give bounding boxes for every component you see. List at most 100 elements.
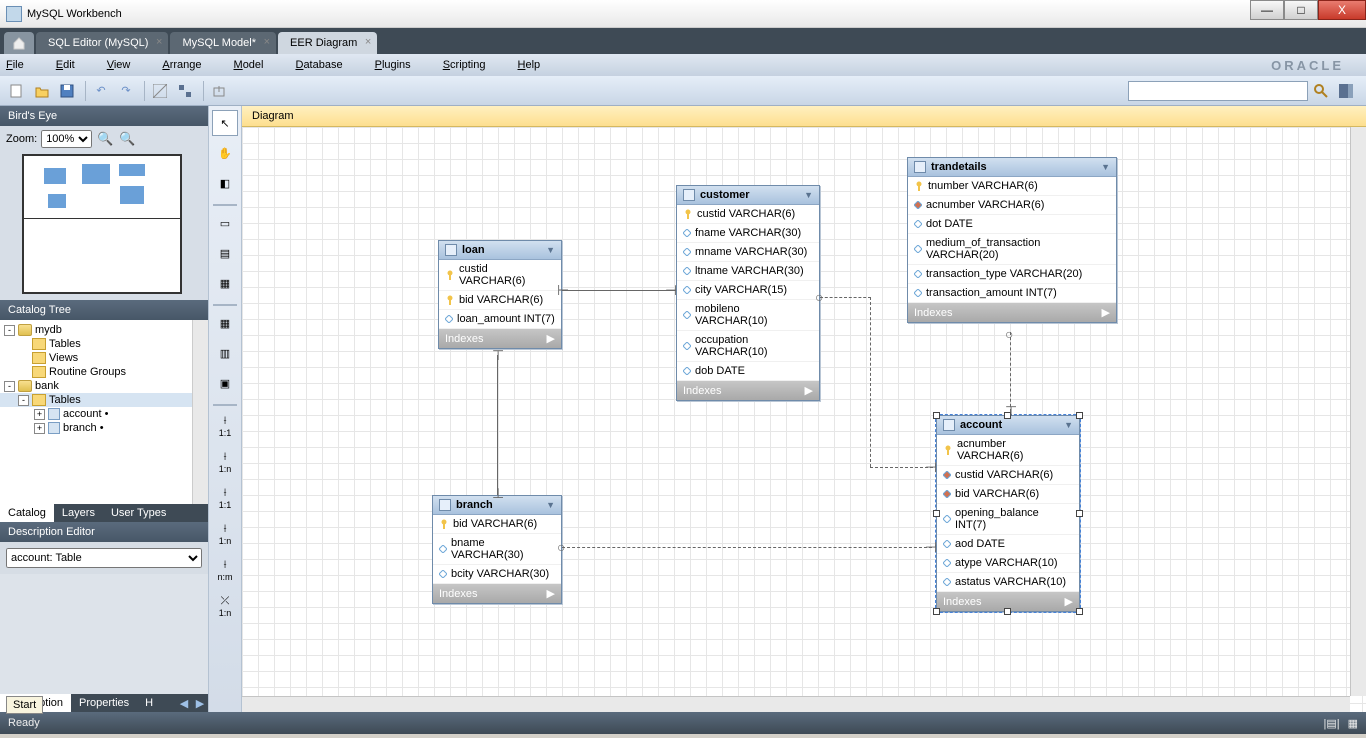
tool-note[interactable]: ▤ — [212, 240, 238, 266]
column[interactable]: atype VARCHAR(10) — [937, 554, 1079, 573]
align-icon[interactable] — [174, 80, 196, 102]
tree-item[interactable]: Routine Groups — [0, 365, 208, 379]
tool-table[interactable]: ▦ — [212, 310, 238, 336]
nav-left-icon[interactable]: ◀ — [176, 697, 192, 710]
nav-right-icon[interactable]: ▶ — [192, 697, 208, 710]
search-icon[interactable] — [1310, 80, 1332, 102]
tool-view[interactable]: ▥ — [212, 340, 238, 366]
panel-toggle-icon[interactable] — [1335, 80, 1357, 102]
undo-icon[interactable]: ↶ — [90, 80, 112, 102]
column[interactable]: aod DATE — [937, 535, 1079, 554]
tree-item[interactable]: Tables — [0, 337, 208, 351]
tree-item[interactable]: -bank — [0, 379, 208, 393]
close-button[interactable]: X — [1318, 0, 1366, 20]
column[interactable]: city VARCHAR(15) — [677, 281, 819, 300]
entity-branch[interactable]: branch▼bid VARCHAR(6)bname VARCHAR(30)bc… — [432, 495, 562, 604]
tab-properties[interactable]: Properties — [71, 694, 137, 712]
diagram-canvas[interactable]: loan▼custid VARCHAR(6)bid VARCHAR(6)loan… — [242, 127, 1366, 712]
close-icon[interactable]: × — [365, 36, 371, 48]
column[interactable]: acnumber VARCHAR(6) — [908, 196, 1116, 215]
tree-item[interactable]: Views — [0, 351, 208, 365]
tool-rel11[interactable]: ⟊1:1 — [212, 410, 238, 442]
entity-trandetails[interactable]: trandetails▼tnumber VARCHAR(6)acnumber V… — [907, 157, 1117, 323]
column[interactable]: transaction_amount INT(7) — [908, 284, 1116, 303]
new-icon[interactable] — [6, 80, 28, 102]
tool-image[interactable]: ▦ — [212, 270, 238, 296]
tree-item[interactable]: -Tables — [0, 393, 208, 407]
column[interactable]: dot DATE — [908, 215, 1116, 234]
maximize-button[interactable]: □ — [1284, 0, 1318, 20]
tree-item[interactable]: +branch • — [0, 421, 208, 435]
home-tab[interactable] — [4, 32, 34, 54]
tool-relnm[interactable]: ⟊n:m — [212, 554, 238, 586]
export-icon[interactable] — [208, 80, 230, 102]
entity-customer[interactable]: customer▼custid VARCHAR(6)fname VARCHAR(… — [676, 185, 820, 401]
tool-rel1nd[interactable]: ⟊1:n — [212, 518, 238, 550]
entity-account[interactable]: account▼acnumber VARCHAR(6)custid VARCHA… — [936, 415, 1080, 612]
column[interactable]: ltname VARCHAR(30) — [677, 262, 819, 281]
indexes-bar[interactable]: Indexes▶ — [677, 381, 819, 400]
minimap[interactable] — [22, 154, 182, 294]
menu-database[interactable]: Database — [295, 59, 358, 71]
indexes-bar[interactable]: Indexes▶ — [908, 303, 1116, 322]
zoom-out-icon[interactable]: 🔍 — [118, 130, 136, 148]
column[interactable]: tnumber VARCHAR(6) — [908, 177, 1116, 196]
minimize-button[interactable]: — — [1250, 0, 1284, 20]
column[interactable]: custid VARCHAR(6) — [439, 260, 561, 291]
tab-eer-diagram[interactable]: EER Diagram× — [278, 32, 377, 54]
column[interactable]: bcity VARCHAR(30) — [433, 565, 561, 584]
tool-rel1nx[interactable]: ⤫1:n — [212, 590, 238, 622]
column[interactable]: bid VARCHAR(6) — [439, 291, 561, 310]
close-icon[interactable]: × — [156, 36, 162, 48]
scrollbar-v[interactable] — [1350, 127, 1366, 696]
scrollbar-h[interactable] — [242, 696, 1350, 712]
menu-scripting[interactable]: Scripting — [443, 59, 502, 71]
tool-rel1n[interactable]: ⟊1:n — [212, 446, 238, 478]
description-select[interactable]: account: Table — [6, 548, 202, 568]
column[interactable]: bid VARCHAR(6) — [433, 515, 561, 534]
column[interactable]: opening_balance INT(7) — [937, 504, 1079, 535]
menu-file[interactable]: File — [6, 59, 40, 71]
tool-rel11d[interactable]: ⟊1:1 — [212, 482, 238, 514]
menu-view[interactable]: View — [107, 59, 147, 71]
tool-routine[interactable]: ▣ — [212, 370, 238, 396]
column[interactable]: fname VARCHAR(30) — [677, 224, 819, 243]
column[interactable]: medium_of_transaction VARCHAR(20) — [908, 234, 1116, 265]
close-icon[interactable]: × — [264, 36, 270, 48]
tool-eraser[interactable]: ◧ — [212, 170, 238, 196]
column[interactable]: loan_amount INT(7) — [439, 310, 561, 329]
tool-layer[interactable]: ▭ — [212, 210, 238, 236]
redo-icon[interactable]: ↷ — [115, 80, 137, 102]
tool-cursor[interactable]: ↖ — [212, 110, 238, 136]
zoom-in-icon[interactable]: 🔍 — [96, 130, 114, 148]
column[interactable]: bid VARCHAR(6) — [937, 485, 1079, 504]
tree-item[interactable]: -mydb — [0, 323, 208, 337]
column[interactable]: mname VARCHAR(30) — [677, 243, 819, 262]
menu-model[interactable]: Model — [234, 59, 280, 71]
scrollbar[interactable] — [192, 320, 208, 504]
tab-user-types[interactable]: User Types — [103, 504, 174, 522]
tab-catalog[interactable]: Catalog — [0, 504, 54, 522]
tab-sql-editor[interactable]: SQL Editor (MySQL)× — [36, 32, 168, 54]
tree-item[interactable]: +account • — [0, 407, 208, 421]
column[interactable]: occupation VARCHAR(10) — [677, 331, 819, 362]
grid-icon[interactable] — [149, 80, 171, 102]
zoom-select[interactable]: 100% — [41, 130, 92, 148]
tab-history[interactable]: H — [137, 694, 161, 712]
indexes-bar[interactable]: Indexes▶ — [439, 329, 561, 348]
column[interactable]: dob DATE — [677, 362, 819, 381]
catalog-tree[interactable]: -mydbTablesViewsRoutine Groups-bank-Tabl… — [0, 320, 208, 504]
column[interactable]: custid VARCHAR(6) — [937, 466, 1079, 485]
column[interactable]: bname VARCHAR(30) — [433, 534, 561, 565]
entity-loan[interactable]: loan▼custid VARCHAR(6)bid VARCHAR(6)loan… — [438, 240, 562, 349]
tab-mysql-model[interactable]: MySQL Model*× — [170, 32, 276, 54]
column[interactable]: astatus VARCHAR(10) — [937, 573, 1079, 592]
menu-help[interactable]: Help — [518, 59, 557, 71]
menu-arrange[interactable]: Arrange — [162, 59, 217, 71]
column[interactable]: custid VARCHAR(6) — [677, 205, 819, 224]
menu-edit[interactable]: Edit — [56, 59, 91, 71]
column[interactable]: transaction_type VARCHAR(20) — [908, 265, 1116, 284]
menu-plugins[interactable]: Plugins — [375, 59, 427, 71]
tool-hand[interactable]: ✋ — [212, 140, 238, 166]
open-icon[interactable] — [31, 80, 53, 102]
